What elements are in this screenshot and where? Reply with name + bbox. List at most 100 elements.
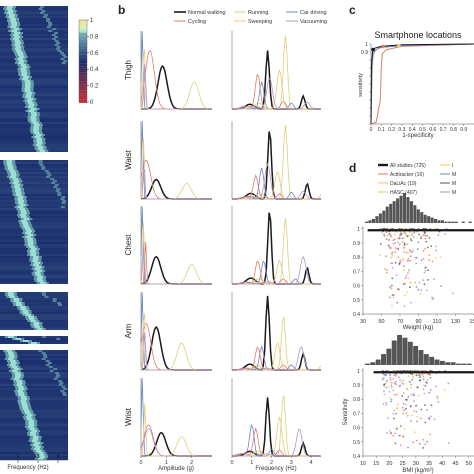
heatmap-shoulder xyxy=(13,358,17,360)
heatmap-shoulder xyxy=(17,70,21,72)
heatmap-shoulder xyxy=(32,134,36,136)
heatmap-shoulder xyxy=(20,410,24,412)
scatter-point xyxy=(385,404,388,406)
heatmap-harmonic xyxy=(39,164,44,166)
heatmap-peak xyxy=(22,408,29,410)
amplitude-x-tick-label: 2 xyxy=(190,460,193,466)
heatmap-row-bg xyxy=(0,190,68,192)
scatter-x-tick-label: 50 xyxy=(378,319,384,325)
frequency-vacuuming-curve xyxy=(232,428,321,457)
scatter-point xyxy=(383,383,385,386)
heatmap-shoulder xyxy=(10,300,14,302)
scatter-point xyxy=(388,286,391,288)
heatmap-shoulder xyxy=(23,202,27,204)
heatmap-row-bg xyxy=(0,196,68,198)
heatmap-row-bg xyxy=(0,18,68,20)
scatter-x-axis-label: Weight (kg) xyxy=(403,325,434,331)
heatmap-row-bg xyxy=(0,10,68,12)
heatmap-row-bg xyxy=(0,394,68,396)
scatter-point xyxy=(410,386,412,389)
scatter-point xyxy=(394,442,397,445)
heatmap-peak xyxy=(36,138,43,140)
scatter-x-tick-label: 10 xyxy=(360,461,366,467)
heatmap-shoulder xyxy=(42,328,46,330)
scatter-point xyxy=(402,403,405,405)
scatter-point xyxy=(410,404,412,407)
legend-label: M xyxy=(452,181,456,187)
heatmap-shoulder xyxy=(19,368,23,370)
heatmap-harmonic xyxy=(48,22,53,24)
heatmap-harmonic xyxy=(56,374,61,376)
heatmap-shoulder xyxy=(36,320,40,322)
heatmap-peak xyxy=(15,192,22,194)
scatter-point xyxy=(422,447,424,449)
scatter-point xyxy=(392,296,395,298)
heatmap-shoulder xyxy=(41,144,45,146)
colorbar-tick-label: 0 xyxy=(90,100,94,106)
heatmap-shoulder xyxy=(43,276,47,278)
heatmap-peak xyxy=(30,108,37,110)
heatmap-shoulder xyxy=(14,354,18,356)
heatmap-shoulder xyxy=(5,294,9,296)
scatter-point xyxy=(410,301,412,304)
heatmap-shoulder xyxy=(28,312,32,314)
heatmap-shoulder xyxy=(24,60,28,62)
heatmap-harmonic xyxy=(63,56,68,58)
heatmap-peak xyxy=(29,428,36,430)
heatmap-shoulder xyxy=(19,298,23,300)
heatmap-shoulder xyxy=(19,340,23,342)
heatmap-peak xyxy=(25,96,32,98)
scatter-y-tick-label: 0.9 xyxy=(353,241,360,247)
heatmap-shoulder xyxy=(16,18,20,20)
scatter-point xyxy=(429,376,432,379)
heatmap-shoulder xyxy=(35,432,39,434)
heatmap-harmonic xyxy=(45,360,50,362)
scatter-point xyxy=(435,257,437,260)
scatter-point xyxy=(382,403,385,405)
heatmap-peak xyxy=(10,362,17,364)
heatmap-shoulder xyxy=(23,196,27,198)
heatmap-harmonic xyxy=(48,366,53,368)
heatmap-shoulder xyxy=(19,38,23,40)
colorbar-step xyxy=(79,52,87,55)
scatter-y-axis-label: Sensitivity xyxy=(343,398,349,425)
frequency-running-curve xyxy=(232,217,321,285)
heatmap-row-bg xyxy=(0,28,68,30)
scatter-point xyxy=(415,286,418,288)
heatmap-shoulder xyxy=(29,444,33,446)
heatmap-shoulder xyxy=(33,138,37,140)
heatmap-row-bg xyxy=(0,56,68,58)
heatmap-shoulder xyxy=(8,24,12,26)
heatmap-shoulder xyxy=(12,164,16,166)
heatmap-row-bg xyxy=(0,58,68,60)
heatmap-shoulder xyxy=(5,354,9,356)
heatmap-row-bg xyxy=(0,276,68,278)
scatter-point xyxy=(395,412,398,415)
scatter-point xyxy=(422,388,425,390)
heatmap-peak xyxy=(31,430,38,432)
heatmap-peak xyxy=(12,34,19,36)
scatter-point xyxy=(398,376,400,379)
histogram-bar xyxy=(418,350,424,365)
scatter-point xyxy=(389,374,392,376)
heatmap-shoulder xyxy=(10,368,14,370)
heatmap-peak xyxy=(30,248,37,250)
heatmap-shoulder xyxy=(28,78,32,80)
heatmap-shoulder xyxy=(36,118,40,120)
heatmap-row-bg xyxy=(0,374,68,376)
scatter-y-tick-label: 0.8 xyxy=(353,255,360,261)
scatter-point xyxy=(402,392,405,395)
heatmap-shoulder xyxy=(11,40,15,42)
frequency-x-tick-label: 3 xyxy=(290,460,293,466)
heatmap-shoulder xyxy=(20,36,24,38)
heatmap-shoulder xyxy=(16,26,20,28)
heatmap-peak xyxy=(23,410,30,412)
scatter-point xyxy=(398,434,401,437)
frequency-sweeping-curve xyxy=(232,69,322,110)
heatmap-shoulder xyxy=(34,422,38,424)
scatter-point xyxy=(437,234,440,236)
heatmap-shoulder xyxy=(20,184,24,186)
amplitude-axis-label: Amplitude (g) xyxy=(158,466,194,472)
frequency-running-curve xyxy=(232,124,321,200)
frequency-sweeping-curve xyxy=(232,171,322,200)
